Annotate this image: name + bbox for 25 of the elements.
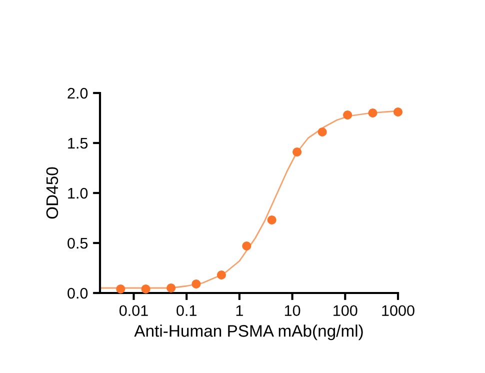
point: [192, 280, 201, 288]
point: [292, 148, 302, 156]
point: [141, 284, 150, 294]
point: [267, 216, 276, 224]
y-tick-label: 0.0: [68, 288, 88, 299]
x-axis-title: Anti-Human PSMA mAb(ng/ml): [134, 324, 363, 340]
x-tick-label: 0.01: [119, 305, 148, 316]
x-tick-label: 100: [334, 305, 358, 316]
point: [116, 284, 126, 294]
point: [318, 128, 327, 136]
point: [368, 108, 378, 118]
x-tick-label: 1000: [382, 305, 414, 316]
y-axis-title: OD450: [46, 167, 58, 219]
point: [242, 242, 252, 250]
x-tick-label: 10: [284, 305, 300, 316]
point: [343, 110, 352, 120]
point: [394, 108, 402, 116]
x-tick-label: 1: [236, 305, 243, 316]
y-tick-label: 1.5: [68, 138, 88, 149]
point: [216, 270, 226, 280]
y-tick-label: 0.5: [68, 238, 88, 249]
y-tick-label: 1.0: [68, 188, 88, 199]
x-tick-label: 0.1: [176, 305, 196, 316]
point: [166, 284, 176, 292]
y-tick-label: 2.0: [68, 88, 88, 99]
